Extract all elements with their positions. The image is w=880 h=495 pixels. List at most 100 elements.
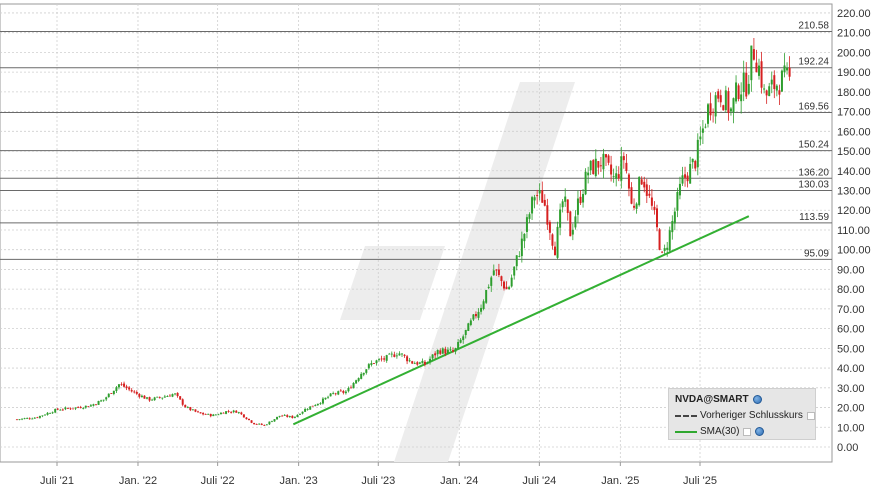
candle-body bbox=[689, 163, 692, 184]
y-tick-label: 30.00 bbox=[837, 383, 865, 395]
candle-body bbox=[18, 419, 21, 421]
candle-body bbox=[587, 172, 590, 176]
candle-body bbox=[630, 187, 633, 204]
candle-body bbox=[92, 404, 95, 406]
globe-icon[interactable] bbox=[755, 427, 765, 436]
x-tick-label: Jan. '24 bbox=[440, 475, 478, 487]
candle-body bbox=[459, 339, 462, 343]
candle-body bbox=[441, 348, 444, 354]
candle-body bbox=[357, 378, 360, 381]
candle-body bbox=[367, 364, 370, 369]
candle-body bbox=[403, 354, 406, 356]
candle-body bbox=[316, 403, 319, 406]
candle-body bbox=[520, 238, 523, 257]
candle-body bbox=[273, 419, 276, 422]
candle-body bbox=[508, 287, 511, 290]
candle-body bbox=[299, 414, 302, 415]
trendline bbox=[292, 215, 750, 426]
candle-body bbox=[620, 156, 623, 181]
candle-body bbox=[714, 95, 717, 117]
candle-body bbox=[589, 160, 592, 171]
x-tick-label: Jan. '23 bbox=[280, 475, 318, 487]
candle-body bbox=[314, 405, 317, 407]
candle-body bbox=[158, 397, 161, 398]
candle-body bbox=[309, 406, 312, 410]
candle-body bbox=[115, 387, 118, 391]
candle-body bbox=[204, 413, 207, 415]
candle-body bbox=[327, 396, 330, 398]
candle-body bbox=[26, 417, 29, 419]
candle-body bbox=[260, 423, 263, 425]
candle-body bbox=[500, 276, 503, 281]
checkbox-icon[interactable] bbox=[743, 427, 752, 436]
candle-body bbox=[189, 407, 192, 411]
candle-body bbox=[755, 62, 758, 73]
candle-body bbox=[513, 266, 516, 276]
candle-body bbox=[686, 175, 689, 182]
y-tick-label: 80.00 bbox=[837, 284, 865, 296]
x-tick-label: Juli '23 bbox=[361, 475, 395, 487]
candle-body bbox=[426, 361, 429, 364]
candle-body bbox=[171, 394, 174, 397]
candle-body bbox=[485, 290, 488, 303]
x-tick-label: Jan. '22 bbox=[119, 475, 157, 487]
candle-body bbox=[612, 176, 615, 177]
candle-body bbox=[82, 407, 85, 409]
candle-body bbox=[197, 411, 200, 413]
candle-body bbox=[130, 390, 133, 392]
candle-body bbox=[503, 281, 506, 289]
candle-body bbox=[199, 412, 202, 414]
candle-body bbox=[117, 384, 120, 388]
globe-icon[interactable] bbox=[752, 395, 762, 404]
y-tick-label: 90.00 bbox=[837, 264, 865, 276]
candle-body bbox=[684, 174, 687, 178]
candle-body bbox=[452, 350, 455, 352]
legend: NVDA@SMART Vorheriger Schlusskurs SMA(30… bbox=[668, 388, 816, 440]
candle-body bbox=[582, 194, 585, 203]
candle-body bbox=[556, 226, 559, 258]
candle-body bbox=[747, 83, 750, 94]
candle-body bbox=[89, 405, 92, 407]
candle-body bbox=[395, 355, 398, 357]
candle-body bbox=[515, 255, 518, 267]
candle-body bbox=[66, 407, 69, 409]
candle-body bbox=[472, 314, 475, 320]
candle-body bbox=[281, 415, 284, 417]
candle-body bbox=[214, 414, 217, 416]
candle-body bbox=[770, 79, 773, 85]
candle-body bbox=[41, 415, 44, 417]
candle-body bbox=[276, 416, 279, 420]
candle-body bbox=[518, 256, 521, 257]
candle-body bbox=[768, 86, 771, 97]
candle-body bbox=[745, 72, 748, 97]
candle-body bbox=[704, 126, 707, 128]
candle-body bbox=[375, 360, 378, 364]
candle-body bbox=[742, 72, 745, 93]
candle-body bbox=[622, 156, 625, 161]
level-label: 113.59 bbox=[799, 212, 829, 223]
legend-prev-close: Vorheriger Schlusskurs bbox=[700, 410, 803, 421]
candle-body bbox=[350, 387, 353, 389]
candle-body bbox=[694, 160, 697, 169]
candle-body bbox=[61, 409, 64, 411]
candle-body bbox=[732, 98, 735, 113]
candle-body bbox=[477, 311, 480, 318]
level-label: 136.20 bbox=[798, 167, 829, 178]
candle-body bbox=[449, 349, 452, 351]
candle-body bbox=[454, 348, 457, 352]
candle-body bbox=[536, 195, 539, 197]
candle-body bbox=[786, 67, 789, 71]
y-tick-label: 210.00 bbox=[837, 28, 871, 40]
candle-body bbox=[344, 391, 347, 394]
checkbox-icon[interactable] bbox=[806, 411, 815, 420]
candle-body bbox=[418, 362, 421, 364]
candle-body bbox=[758, 65, 761, 76]
candle-body bbox=[656, 208, 659, 228]
candles bbox=[15, 37, 791, 426]
y-tick-label: 120.00 bbox=[837, 205, 871, 217]
y-tick-label: 150.00 bbox=[837, 146, 871, 158]
candle-body bbox=[643, 181, 646, 188]
candle-body bbox=[666, 247, 669, 250]
candle-body bbox=[712, 112, 715, 114]
candle-body bbox=[576, 198, 579, 215]
